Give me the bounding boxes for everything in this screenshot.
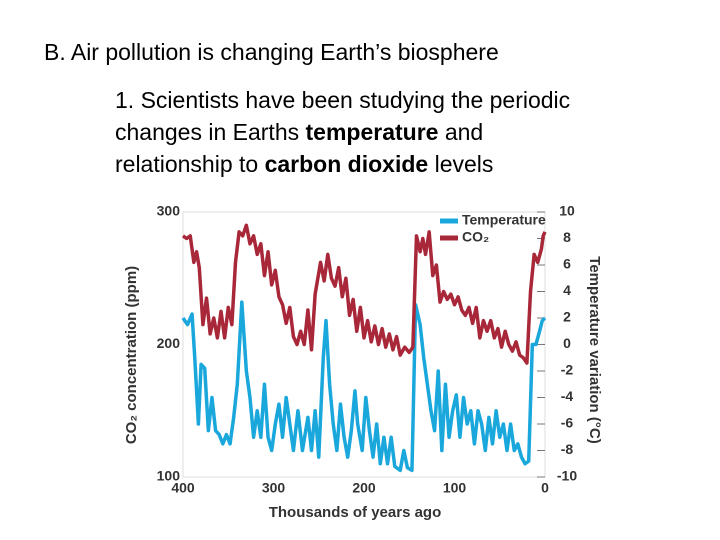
y2-tick-label: 10 — [559, 203, 575, 219]
y2-tick-label: 0 — [563, 335, 571, 351]
legend-label: Temperature — [462, 212, 546, 228]
body-text: and — [438, 119, 483, 145]
y2-axis-title: Temperature variation (°C) — [586, 256, 603, 443]
heading: B. Air pollution is changing Earth’s bio… — [44, 39, 499, 65]
y-tick-label: 300 — [157, 203, 181, 219]
y-axis-title: CO₂ concentration (ppm) — [123, 266, 140, 444]
legend-swatch — [440, 218, 458, 224]
y2-tick-label: -4 — [561, 388, 574, 404]
body-text: levels — [428, 151, 493, 177]
y2-tick-label: -8 — [561, 441, 574, 457]
y2-tick-label: -2 — [561, 362, 574, 378]
x-tick-label: 400 — [171, 480, 195, 496]
x-tick-label: 0 — [541, 480, 549, 496]
body-line: relationship to carbon dioxide levels — [115, 151, 493, 177]
legend-swatch — [440, 235, 458, 241]
body-line: changes in Earths temperature and — [115, 119, 483, 145]
y2-tick-label: 4 — [563, 282, 571, 298]
y2-tick-label: 8 — [563, 229, 571, 245]
body-bold: carbon dioxide — [265, 151, 429, 177]
body-text: 1. Scientists have been studying the per… — [115, 87, 570, 113]
y2-tick-label: -10 — [557, 468, 577, 484]
y2-tick-label: 6 — [563, 256, 571, 272]
body-line: 1. Scientists have been studying the per… — [115, 87, 570, 113]
legend-label: CO₂ — [462, 229, 489, 245]
x-tick-label: 300 — [262, 480, 286, 496]
body-text: changes in Earths — [115, 119, 306, 145]
y-tick-label: 200 — [157, 335, 181, 351]
y-tick-label: 100 — [157, 468, 181, 484]
x-tick-label: 200 — [352, 480, 376, 496]
body-text: relationship to — [115, 151, 265, 177]
x-tick-label: 100 — [443, 480, 467, 496]
body-bold: temperature — [306, 119, 439, 145]
x-axis-title: Thousands of years ago — [269, 504, 442, 521]
y2-tick-label: 2 — [563, 309, 571, 325]
y2-tick-label: -6 — [561, 415, 574, 431]
data-line — [181, 300, 547, 473]
data-line — [181, 223, 547, 365]
